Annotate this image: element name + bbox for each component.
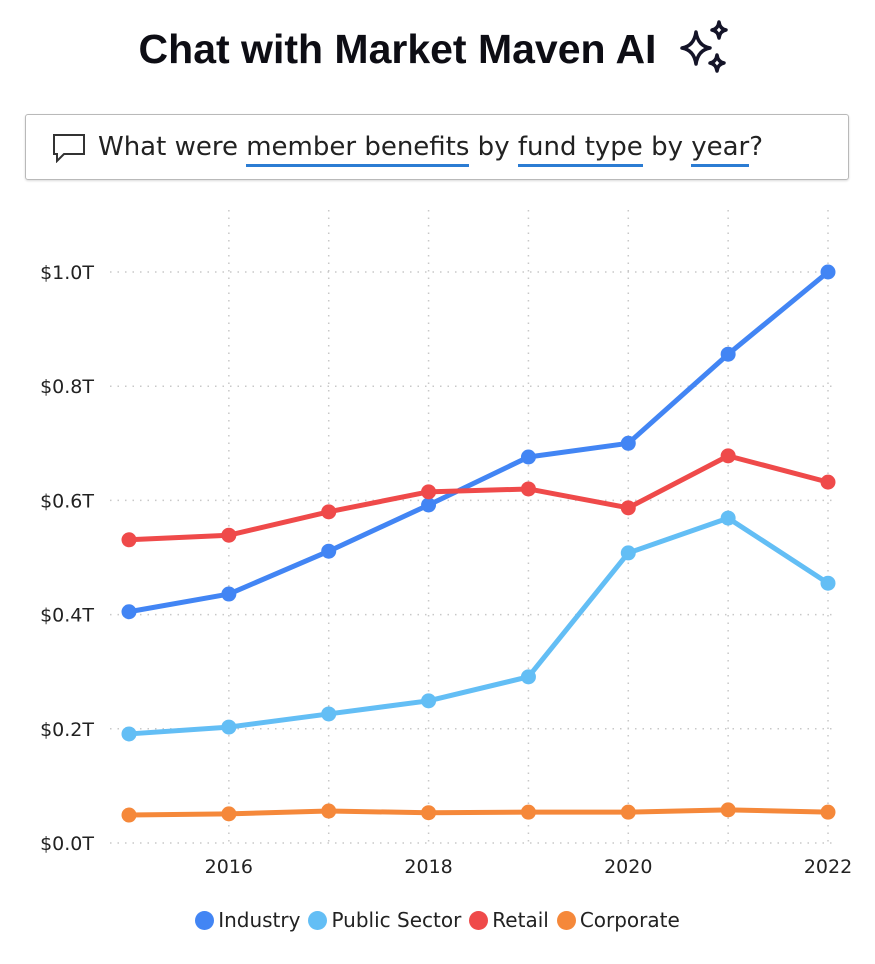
legend-item[interactable]: Corporate	[556, 908, 680, 932]
data-point	[121, 726, 137, 742]
data-point	[620, 435, 636, 451]
data-point	[820, 264, 836, 280]
data-point	[321, 504, 337, 520]
data-point	[520, 669, 536, 685]
series-line-retail	[128, 453, 829, 543]
page-title: Chat with Market Maven AI	[0, 18, 875, 80]
data-point	[720, 346, 736, 362]
y-tick-label: $0.6T	[40, 490, 94, 512]
data-point	[321, 543, 337, 559]
y-tick-label: $0.4T	[40, 605, 94, 627]
query-entity[interactable]: year	[691, 132, 750, 167]
legend-marker	[556, 910, 576, 930]
data-point	[720, 802, 736, 818]
chat-bubble-icon	[53, 134, 85, 163]
data-point	[321, 803, 337, 819]
query-entity[interactable]: fund type	[517, 132, 643, 167]
data-point	[421, 693, 437, 709]
query-input[interactable]: What were member benefits by fund type b…	[25, 114, 849, 180]
x-tick-label: 2022	[804, 856, 852, 878]
data-point	[121, 807, 137, 823]
x-tick-label: 2016	[205, 856, 253, 878]
legend-label: Industry	[218, 908, 301, 932]
series-line-industry	[128, 270, 830, 615]
series-line-public-sector	[128, 515, 830, 737]
data-point	[221, 586, 237, 602]
data-point	[121, 604, 137, 620]
data-point	[520, 449, 536, 465]
data-point	[221, 719, 237, 735]
x-tick-label: 2018	[404, 856, 452, 878]
line-chart: $0.0T $0.2T $0.4T $0.6T $0.8T $1.0T 2016 2018 20…	[40, 210, 852, 878]
data-point	[321, 706, 337, 722]
query-text: by	[642, 132, 692, 162]
data-point	[421, 497, 437, 513]
data-point	[520, 804, 536, 820]
y-tick-label: $0.8T	[40, 376, 94, 398]
query-text: by	[469, 132, 518, 162]
legend-marker	[308, 910, 328, 930]
x-tick-label: 2020	[604, 856, 652, 878]
data-point	[221, 527, 237, 543]
legend-label: Corporate	[579, 908, 680, 932]
data-point	[421, 805, 437, 821]
title-text: Chat with Market Maven AI	[138, 25, 657, 72]
legend-item[interactable]: Retail	[469, 908, 549, 932]
data-point	[520, 481, 536, 497]
data-point	[620, 500, 636, 516]
query-text: ?	[749, 132, 764, 162]
series-line-corporate	[128, 807, 829, 818]
y-tick-label: $0.0T	[40, 833, 94, 855]
data-point	[820, 575, 836, 591]
query-entity[interactable]: member benefits	[246, 132, 470, 167]
data-point	[820, 804, 836, 820]
data-point	[620, 804, 636, 820]
query-text: What were	[98, 132, 247, 162]
data-point	[620, 545, 636, 561]
y-tick-label: $1.0T	[40, 262, 94, 284]
legend-marker	[195, 910, 215, 930]
y-tick-label: $0.2T	[40, 719, 94, 741]
data-point	[720, 510, 736, 526]
legend-marker	[469, 910, 489, 930]
legend-label: Public Sector	[331, 908, 462, 932]
sparkles-icon	[680, 20, 729, 73]
legend: Industry Public Sector Retail Corporate	[0, 908, 875, 932]
legend-item[interactable]: Industry	[195, 908, 300, 932]
data-point	[221, 806, 237, 822]
data-point	[421, 484, 437, 500]
data-point	[121, 532, 137, 548]
data-point	[720, 448, 736, 464]
legend-label: Retail	[492, 908, 549, 932]
legend-item[interactable]: Public Sector	[308, 908, 461, 932]
data-point	[820, 474, 836, 490]
